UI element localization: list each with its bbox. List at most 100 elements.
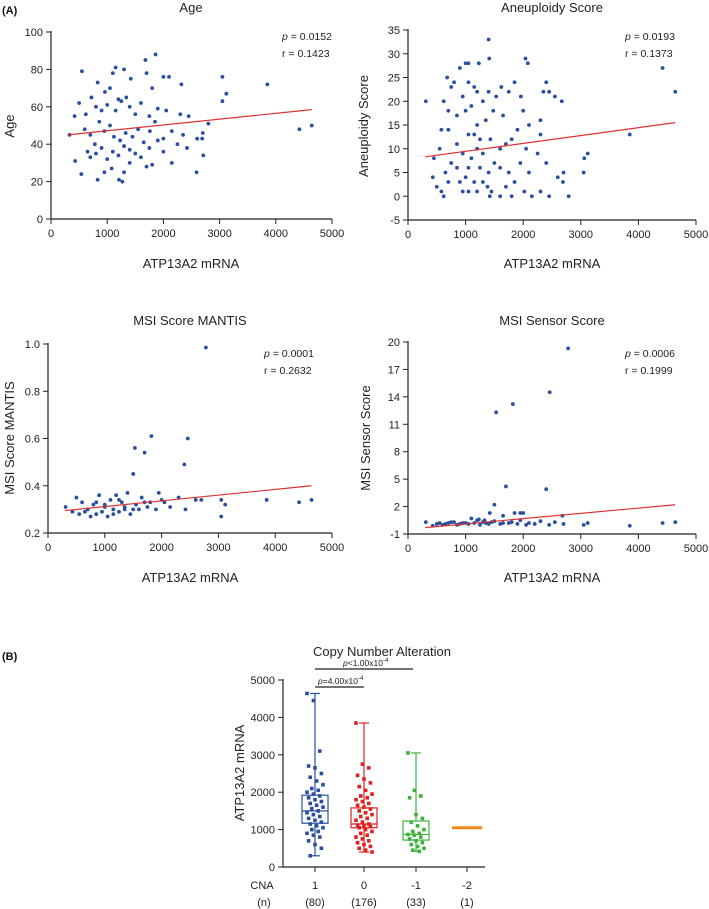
r-value: r = 0.1423 [282,48,330,60]
data-point [110,149,115,154]
data-point [449,85,454,89]
data-point [313,842,317,847]
data-point [415,844,420,849]
y-tick-label: 5 [394,168,400,180]
data-point [122,505,127,509]
data-point [469,104,474,108]
data-point [449,520,454,525]
data-point [627,132,632,137]
data-point [412,833,417,838]
data-point [127,104,132,109]
data-point [99,108,104,113]
box-group-cna--2: -2(1) [452,826,482,909]
y-tick-label: 2 [394,502,400,514]
data-point [354,818,358,823]
y-tick-label: 15 [388,120,400,132]
y-tick-label: 25 [388,73,400,85]
data-point [478,522,482,527]
data-point [434,522,439,526]
data-point [314,803,319,808]
y-tick-label: 60 [31,102,43,114]
x-tick-label: 5000 [320,228,344,240]
data-point [561,180,565,184]
data-point [108,498,113,502]
x-tick-label: 2000 [511,543,535,555]
data-point [547,194,552,199]
data-point [478,165,482,170]
data-point [367,801,371,806]
data-point [73,159,78,163]
data-point [417,831,421,836]
data-point [544,80,549,85]
data-point [150,162,155,167]
x-tick-label: 4000 [626,229,650,241]
data-point [547,89,552,94]
chart-title: Age [179,0,202,15]
data-point [136,127,141,132]
data-point [509,194,514,199]
data-point [457,66,462,70]
data-point [102,502,107,507]
data-point [319,846,324,851]
data-point [509,520,514,525]
data-point [109,166,114,171]
data-point [365,816,369,821]
y-tick-label: 17 [388,364,400,376]
p-value: p = 0.0152 [281,31,332,43]
data-point [359,831,363,836]
data-point [355,823,360,827]
data-point [310,806,314,811]
data-point [365,796,369,800]
data-point [97,119,102,124]
y-tick-label: 0 [394,191,400,203]
data-point [108,123,112,128]
data-point [265,82,270,87]
data-point [423,99,428,104]
data-point [161,136,166,141]
data-point [472,180,477,184]
n-label: (1) [460,897,473,909]
data-point [510,402,515,407]
data-point [363,788,368,793]
data-point [316,809,320,813]
p-label: p [281,31,288,43]
data-point [422,827,426,832]
data-point [411,848,415,852]
scatter-plot-3: MSI Score MANTIS ATP13A2 mRNA MSI Score MA… [2,313,344,585]
p-value-text: = 0.0006 [631,348,675,360]
data-point [422,846,426,851]
x-tick-label: 0 [405,543,411,555]
data-point [457,180,462,184]
y-tick-label: 1000 [251,825,275,837]
data-point [130,134,135,139]
data-point [219,498,224,502]
data-point [357,809,361,813]
data-point [525,61,530,66]
data-point [306,839,311,843]
data-point [430,175,435,180]
x-tick-label: 5000 [320,542,344,554]
data-point [313,797,317,802]
data-point [466,80,471,85]
data-point [162,500,167,505]
data-point [141,140,146,145]
data-point [102,170,107,175]
data-point [487,194,492,199]
y-tick-label: 0.8 [25,386,40,398]
chart-title: Aneuploidy Score [501,0,603,15]
data-point [354,835,358,839]
data-point [463,175,468,180]
data-point [79,172,84,177]
data-point [199,498,204,502]
chart-title: MSI Score MANTIS [133,313,247,328]
data-point [145,505,150,509]
data-point [561,522,566,526]
data-point [512,80,517,85]
data-point [486,37,491,42]
data-point [319,820,324,824]
data-point [527,123,531,127]
data-point [673,89,678,94]
y-axis-label: MSI Sensor Score [358,385,373,491]
data-point [114,493,119,498]
